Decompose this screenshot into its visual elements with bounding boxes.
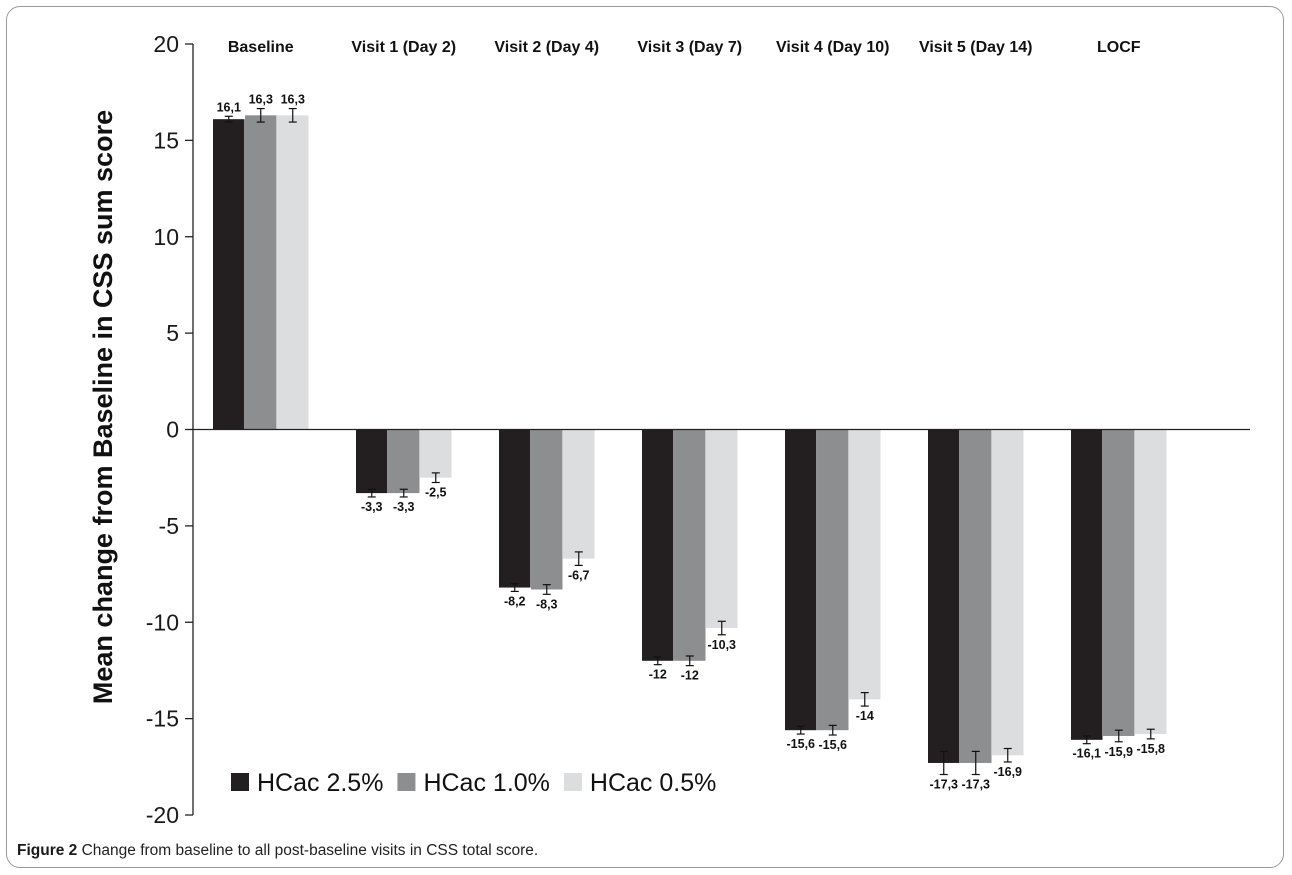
y-tick-label: 15 (153, 127, 179, 153)
bar (388, 429, 420, 494)
bar-group: -8,2 -8,3 -6,7 (499, 429, 595, 611)
legend-swatch (563, 773, 582, 791)
bar (706, 429, 738, 629)
bar (1103, 429, 1135, 736)
bar (356, 429, 388, 494)
data-label: -16,1 (1073, 747, 1102, 761)
legend-swatch (231, 773, 249, 791)
data-label: -3,3 (393, 500, 415, 514)
bar (928, 429, 960, 763)
y-tick-label: 20 (153, 31, 179, 57)
legend: HCac 2.5% HCac 1.0% HCac 0.5% (231, 769, 716, 797)
bar-group: -17,3 -17,3-16,9 (928, 429, 1024, 792)
bar (642, 429, 674, 661)
figure-caption-text: Change from baseline to all post-baselin… (81, 842, 539, 859)
y-tick-label: -10 (146, 609, 179, 635)
data-label: -10,3 (708, 638, 737, 652)
bar (499, 429, 531, 588)
category-label: Visit 3 (Day 7) (637, 39, 742, 56)
bar-group: -3,3 -3,3 -2,5 (356, 429, 452, 514)
data-label: -15,9 (1105, 745, 1134, 759)
category-label: Visit 2 (Day 4) (494, 39, 599, 56)
data-label: -8,3 (536, 597, 558, 611)
bar (277, 115, 309, 430)
data-label: -2,5 (425, 486, 447, 500)
data-label: -6,7 (568, 568, 590, 582)
category-labels: Baseline Visit 1 (Day 2) Visit 2 (Day 4) Vi… (228, 39, 1141, 56)
bar (817, 429, 849, 731)
bar (1071, 429, 1103, 740)
category-label: Visit 5 (Day 14) (919, 39, 1033, 56)
data-label: -8,2 (504, 594, 526, 608)
y-tick-label: -5 (159, 513, 179, 539)
bar (531, 429, 563, 590)
data-label: -17,3 (930, 778, 959, 792)
bar-group: -12 -12 -10,3 (642, 429, 738, 683)
category-label: LOCF (1097, 39, 1141, 56)
y-tick-label: 10 (153, 224, 179, 250)
legend-label: HCac 1.0% (423, 769, 549, 797)
y-axis-title: Mean change from Baseline in CSS sum sco… (88, 110, 118, 704)
data-label: 16,3 (249, 93, 273, 107)
category-label: Visit 4 (Day 10) (776, 39, 890, 56)
data-label: -12 (681, 669, 699, 683)
y-tick-label: -15 (146, 706, 179, 732)
bar (674, 429, 706, 661)
bar-group: -15,6 -15,6 -14 (785, 429, 881, 752)
data-label: -15,6 (787, 737, 816, 751)
y-axis: 20 15 10 5 0 -5 -10 -15 -20 (146, 31, 194, 828)
bar-group: 16,1 16,3 16,3 (213, 93, 309, 430)
bar (992, 429, 1024, 756)
bar (420, 429, 452, 478)
data-label: -12 (649, 668, 667, 682)
bar (245, 115, 277, 430)
bar-group: -16,1 -15,9 -15,8 (1071, 429, 1167, 761)
data-label: 16,3 (281, 93, 305, 107)
data-label: -14 (856, 709, 874, 723)
legend-label: HCac 0.5% (590, 769, 716, 797)
bars-layer: 16,116,3 16,3-3,3 -3,3-2,5-8,2 -8,3-6,7-12-… (213, 93, 1167, 792)
bar (849, 429, 881, 700)
bar (213, 119, 245, 430)
data-label: -16,9 (994, 765, 1023, 779)
data-label: 16,1 (217, 100, 241, 114)
bar (960, 429, 992, 763)
data-label: -3,3 (361, 500, 383, 514)
y-axis-title-group: Mean change from Baseline in CSS sum sco… (88, 110, 118, 704)
category-label: Visit 1 (Day 2) (351, 39, 456, 56)
data-label: -15,8 (1137, 742, 1166, 756)
y-tick-label: -20 (146, 802, 179, 828)
y-tick-label: 5 (166, 320, 179, 346)
bar (563, 429, 595, 559)
y-tick-label: 0 (166, 417, 179, 443)
legend-swatch (397, 773, 416, 791)
data-label: -17,3 (962, 778, 991, 792)
data-label: -15,6 (819, 738, 848, 752)
bar (1135, 429, 1167, 735)
figure-caption: Figure 2 Change from baseline to all pos… (17, 842, 538, 860)
legend-label: HCac 2.5% (257, 769, 383, 797)
category-label: Baseline (228, 39, 294, 56)
figure-caption-label: Figure 2 (17, 842, 78, 859)
bar (785, 429, 817, 731)
